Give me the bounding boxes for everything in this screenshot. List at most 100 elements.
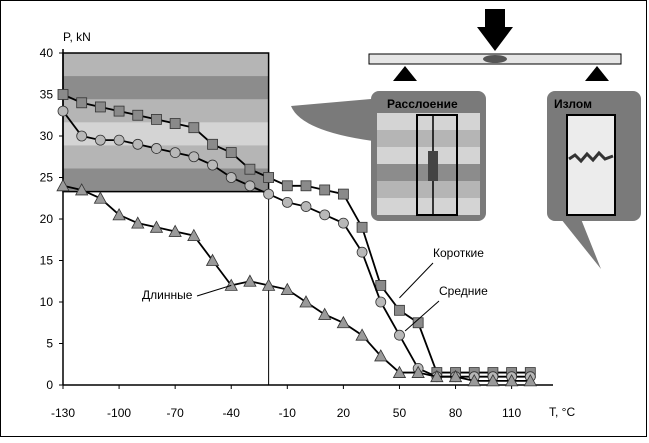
data-point bbox=[355, 328, 369, 341]
data-point bbox=[375, 296, 387, 308]
data-point bbox=[168, 224, 182, 237]
data-point bbox=[523, 374, 537, 387]
support-right bbox=[585, 66, 609, 81]
data-point bbox=[225, 172, 237, 183]
series-leader-line bbox=[196, 284, 232, 297]
y-tick-label: 30 bbox=[40, 129, 54, 143]
data-point bbox=[318, 307, 332, 320]
delamination-band bbox=[377, 181, 480, 198]
y-tick-label: 35 bbox=[40, 88, 54, 102]
data-point bbox=[57, 105, 69, 117]
x-tick-label: 50 bbox=[393, 406, 407, 420]
data-point bbox=[336, 315, 351, 329]
series-layer bbox=[56, 89, 537, 387]
background-band bbox=[63, 122, 269, 146]
data-point bbox=[430, 369, 444, 383]
data-point bbox=[300, 201, 312, 212]
fracture-specimen bbox=[566, 114, 616, 216]
background-band bbox=[63, 99, 269, 123]
data-point bbox=[263, 172, 275, 183]
data-point bbox=[244, 163, 256, 175]
data-point bbox=[188, 151, 200, 163]
data-point bbox=[75, 183, 89, 196]
data-point bbox=[169, 147, 181, 159]
y-tick-label: 0 bbox=[46, 378, 53, 392]
data-point bbox=[281, 180, 293, 192]
series-label-medium: Средние bbox=[439, 284, 488, 298]
series-leader-line bbox=[399, 262, 434, 299]
data-point bbox=[394, 329, 405, 341]
data-point bbox=[57, 89, 69, 100]
x-tick-label: -70 bbox=[166, 406, 184, 420]
data-point bbox=[188, 122, 200, 134]
data-point bbox=[319, 209, 331, 221]
delamination-band bbox=[377, 130, 480, 147]
data-point bbox=[76, 130, 88, 142]
x-tick-label: 110 bbox=[502, 406, 521, 420]
data-point bbox=[56, 178, 70, 192]
data-point bbox=[261, 278, 276, 291]
x-tick-label: -100 bbox=[107, 406, 131, 420]
x-axis-label: T, °C bbox=[549, 405, 575, 419]
load-arrow bbox=[477, 9, 513, 51]
data-point bbox=[394, 304, 405, 316]
callout-layer bbox=[291, 9, 641, 269]
background-band bbox=[63, 53, 269, 77]
data-point bbox=[169, 118, 181, 129]
x-tick-label: -10 bbox=[279, 406, 297, 420]
data-point bbox=[94, 134, 106, 146]
data-point bbox=[299, 295, 313, 308]
data-point bbox=[337, 188, 349, 200]
delamination-band bbox=[377, 198, 480, 215]
background-band bbox=[63, 168, 269, 193]
series-triangle bbox=[56, 178, 537, 387]
data-point bbox=[486, 374, 500, 387]
y-tick-label: 25 bbox=[40, 171, 54, 185]
x-tick-label: -130 bbox=[51, 406, 75, 420]
data-point bbox=[504, 374, 519, 387]
delamination-callout-tail bbox=[291, 99, 373, 141]
data-point bbox=[280, 282, 294, 295]
data-point bbox=[93, 191, 108, 204]
series-leader-line bbox=[404, 300, 440, 332]
axes: 0 5 10 15 20 25 30 35 40 -130 -100 -70 -40 -10 20 50 80 1… bbox=[40, 46, 553, 420]
data-point bbox=[149, 220, 164, 233]
data-point bbox=[224, 278, 238, 291]
contact-point bbox=[483, 55, 507, 63]
background-layer bbox=[62, 52, 270, 385]
y-tick-label: 20 bbox=[40, 212, 54, 226]
data-point bbox=[448, 369, 463, 383]
y-tick-label: 40 bbox=[40, 46, 54, 60]
fracture-title: Излом bbox=[554, 97, 592, 111]
data-point bbox=[76, 97, 88, 109]
data-point bbox=[113, 134, 125, 146]
data-point bbox=[412, 317, 424, 329]
data-point bbox=[319, 184, 331, 196]
data-point bbox=[375, 279, 387, 291]
data-point bbox=[225, 147, 237, 159]
data-point bbox=[207, 138, 218, 150]
data-point bbox=[374, 349, 388, 362]
x-tick-label: -40 bbox=[223, 406, 241, 420]
support-left bbox=[393, 66, 417, 81]
data-point bbox=[132, 138, 144, 150]
delamination-band bbox=[377, 113, 480, 130]
y-tick-label: 15 bbox=[40, 254, 54, 268]
data-point bbox=[113, 105, 125, 117]
fracture-callout-tail bbox=[561, 219, 601, 269]
data-point bbox=[356, 221, 368, 233]
data-point bbox=[131, 216, 145, 229]
delamination-damage bbox=[428, 151, 438, 181]
data-point bbox=[207, 159, 218, 171]
data-point bbox=[411, 365, 425, 378]
series-label-long: Длинные bbox=[142, 288, 193, 302]
y-tick-label: 10 bbox=[40, 295, 54, 309]
x-tick-label: 20 bbox=[337, 406, 351, 420]
data-point bbox=[467, 374, 481, 387]
data-point bbox=[244, 180, 256, 192]
fracture-crack bbox=[568, 150, 614, 164]
delamination-title: Расслоение bbox=[387, 97, 458, 111]
data-point bbox=[132, 109, 144, 121]
data-point bbox=[281, 196, 293, 208]
